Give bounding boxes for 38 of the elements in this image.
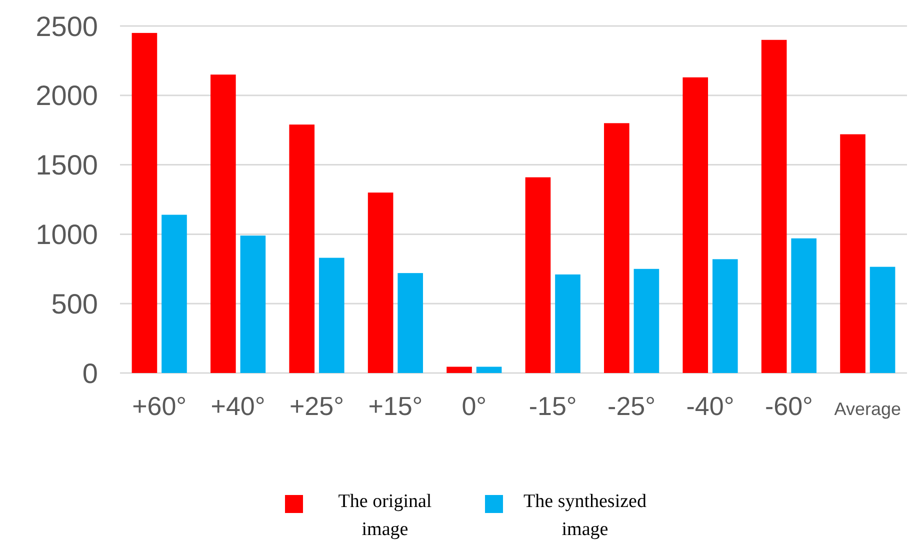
bar xyxy=(476,366,502,373)
bar xyxy=(604,123,630,373)
y-tick-label: 2000 xyxy=(36,80,98,112)
x-tick-label: Average xyxy=(834,399,902,419)
bar xyxy=(318,258,344,373)
bar xyxy=(634,268,660,373)
x-tick-label: -15° xyxy=(528,391,577,421)
bar xyxy=(240,236,266,373)
bar xyxy=(368,192,394,373)
bar xyxy=(289,124,315,373)
y-tick-label: 2500 xyxy=(36,10,98,42)
bar xyxy=(398,273,423,373)
bar xyxy=(162,214,187,373)
x-tick-label: -60° xyxy=(764,391,813,421)
bar xyxy=(446,366,472,373)
bar xyxy=(210,74,236,373)
bar xyxy=(525,177,551,373)
bar xyxy=(761,40,787,373)
x-tick-label: +25° xyxy=(289,391,344,421)
bar xyxy=(555,274,580,373)
bar xyxy=(791,238,816,373)
bar xyxy=(712,259,738,373)
x-tick-label: -25° xyxy=(608,391,656,421)
bar xyxy=(682,77,708,373)
x-tick-label: 0° xyxy=(462,391,487,421)
y-tick-label: 500 xyxy=(51,288,98,320)
x-tick-label: +60° xyxy=(132,391,187,421)
bar xyxy=(840,134,866,373)
x-tick-label: -40° xyxy=(686,391,734,421)
legend-label: The synthesized image xyxy=(524,491,647,540)
x-tick-label: +40° xyxy=(210,391,266,421)
y-tick-label: 1000 xyxy=(36,219,98,250)
legend-label: The original image xyxy=(338,491,432,540)
y-tick-label: 1500 xyxy=(36,150,98,181)
bar xyxy=(870,266,896,373)
bar xyxy=(132,32,158,373)
y-tick-label: 0 xyxy=(82,358,98,389)
x-tick-label: +15° xyxy=(368,391,423,421)
